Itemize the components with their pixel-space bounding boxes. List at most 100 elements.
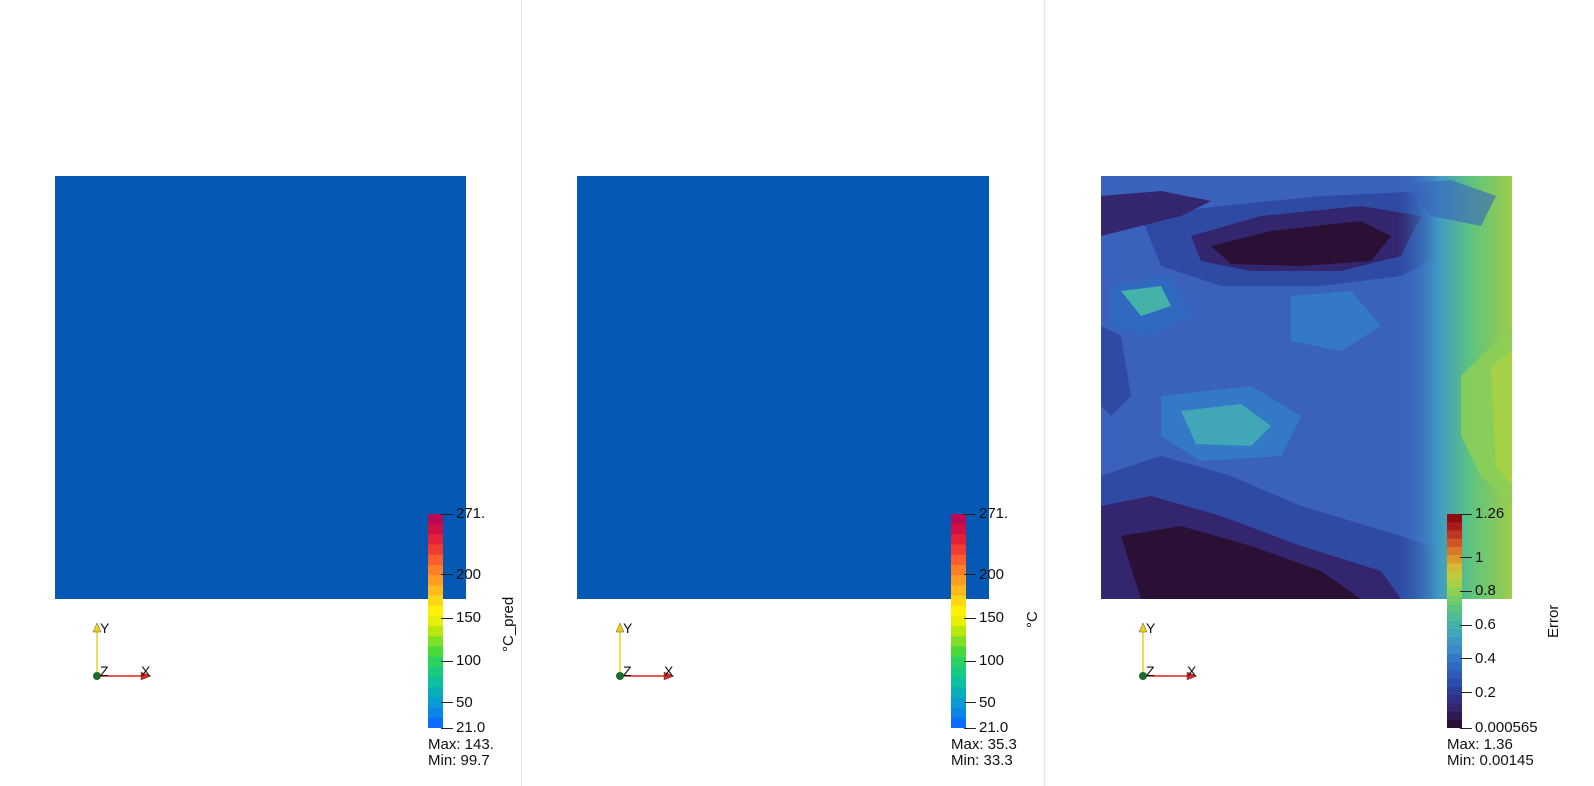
orientation-axes: Y Z X [1136,618,1216,698]
colorbar-band [951,687,966,699]
colorbar-tick-label: 0.2 [1460,684,1496,701]
colorbar-band [428,656,443,668]
colorbar-band [1447,530,1462,540]
orientation-axes: Y Z X [613,618,693,698]
colorbar-ticks: 1.26 1 0.8 0.6 0.4 0.2 0.000565 [1460,506,1552,736]
colorbar-band [428,666,443,678]
ground-truth-field [577,176,989,599]
colorbar-band [1447,555,1462,564]
colorbar-band [951,656,966,668]
colorbar-band [951,524,966,535]
prediction-field [55,176,466,599]
colorbar-band [428,564,443,576]
colorbar-band [1447,629,1462,639]
colorbar-title: Error [1545,604,1562,638]
panel-divider [1044,0,1045,786]
axes-glyph [92,622,152,681]
colorbar-band [1447,719,1462,728]
colorbar-tick-label: 21.0 [964,720,1008,736]
axis-x-label: X [141,663,151,679]
colorbar-band [1447,695,1462,704]
colorbar-tick-label: 271. [441,506,485,522]
colorbar-title: °C_pred [500,596,517,652]
colorbar-band [1447,711,1462,721]
colorbar-tick-label: 50 [964,694,996,711]
colorbar [428,514,443,728]
colorbar-band [1447,604,1462,614]
colorbar-band [1447,579,1462,589]
colorbar-band [951,626,966,637]
colorbar-band [428,514,443,525]
colorbar-ticks: 271. 200 150 100 50 21.0 [964,506,1036,736]
colorbar-band [1447,662,1462,671]
colorbar-band [1447,588,1462,597]
colorbar-band [428,717,443,728]
axis-y-label: Y [623,620,633,636]
colorbar-tick-label: 0.6 [1460,617,1496,633]
colorbar-tick-label: 271. [964,506,1008,522]
colorbar-tick-label: 100 [964,653,1004,669]
ground-truth-view[interactable]: 271. 200 150 100 50 21.0 °C Max: 35.3 Min: 33… [522,0,1044,786]
colorbar-band [1447,514,1462,523]
colorbar-tick-label: 150 [964,610,1004,626]
colorbar-band [1447,686,1462,696]
colorbar-band [951,717,966,728]
colorbar-band [951,697,966,709]
max-label: Max: 35.3 [951,736,1017,753]
max-label: Max: 143. [428,736,494,753]
colorbar-band [1447,522,1462,532]
colorbar-band [428,707,443,719]
colorbar-tick-label: 50 [441,694,473,711]
axes-glyph [1138,622,1198,681]
colorbar-band [428,697,443,709]
colorbar-band [428,605,443,617]
colorbar-band [951,564,966,576]
axis-z-label: Z [1146,663,1155,679]
colorbar-band [428,687,443,699]
colorbar-band [428,615,443,627]
colorbar-band [1447,678,1462,688]
colorbar [951,514,966,728]
error-view[interactable]: 1.26 1 0.8 0.6 0.4 0.2 0.000565 Error Max: 1.3… [1045,0,1594,786]
colorbar-band [951,605,966,617]
colorbar-tick-label: 100 [441,653,481,669]
colorbar [1447,514,1462,728]
colorbar-band [951,636,966,648]
colorbar-band [428,595,443,607]
axis-z-label: Z [100,663,109,679]
colorbar-band [1447,703,1462,713]
colorbar-band [1447,653,1462,663]
colorbar-band [951,544,966,556]
axis-x-label: X [664,663,674,679]
colorbar-band [951,677,966,688]
colorbar-band [1447,596,1462,606]
colorbar-tick-label: 150 [441,610,481,626]
colorbar-band [951,615,966,627]
min-label: Min: 99.7 [428,752,490,769]
colorbar-band [428,626,443,637]
colorbar-band [1447,645,1462,655]
colorbar-tick-label: 0.4 [1460,650,1496,667]
colorbar-band [428,554,443,566]
colorbar-band [428,646,443,658]
colorbar-band [951,666,966,678]
colorbar-band [1447,563,1462,573]
colorbar-band [1447,670,1462,680]
axis-y-label: Y [100,620,110,636]
min-label: Min: 33.3 [951,752,1013,769]
orientation-axes: Y Z X [90,618,170,698]
colorbar-tick-label: 1 [1460,549,1483,566]
colorbar-band [951,707,966,719]
colorbar-band [951,575,966,586]
colorbar-band [951,514,966,525]
prediction-view[interactable]: 271. 200 150 100 50 21.0 °C_pred Max: 143. Mi… [0,0,521,786]
max-label: Max: 1.36 [1447,736,1513,753]
min-label: Min: 0.00145 [1447,752,1534,769]
colorbar-band [951,534,966,546]
error-field [1101,176,1512,599]
colorbar-band [951,646,966,658]
panel-divider [521,0,522,786]
colorbar-band [1447,637,1462,647]
colorbar-band [428,544,443,556]
colorbar-band [951,585,966,597]
